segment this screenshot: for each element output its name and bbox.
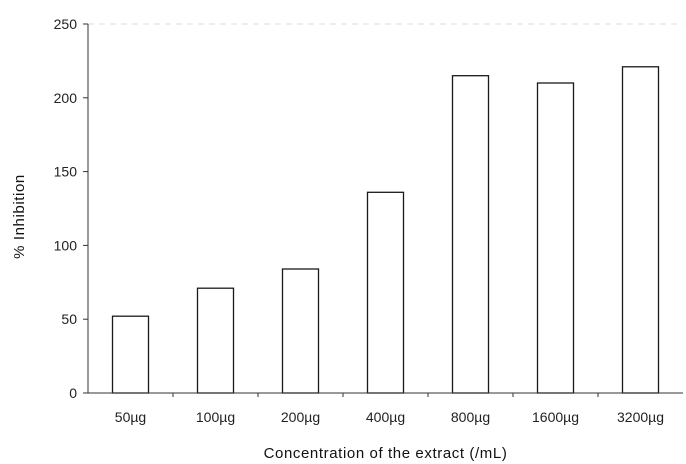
bar-800µg [451,75,490,394]
bar-100µg [196,287,235,394]
y-axis-title: % Inhibition [11,174,28,259]
y-tick-labels: 0 50 100 150 200 250 [54,16,78,401]
y-tick-label: 50 [61,311,77,327]
x-tick-label: 200µg [281,409,320,425]
x-tick-label: 3200µg [617,409,664,425]
bar-1600µg [536,82,575,394]
x-tick-label: 50µg [115,409,146,425]
bar-50µg [111,315,150,394]
x-axis-title: Concentration of the extract (/mL) [264,445,508,462]
y-tick-label: 0 [69,385,77,401]
y-tick-label: 150 [54,164,78,180]
x-tick-label: 100µg [196,409,235,425]
bars-layer [111,66,660,394]
x-tick-label: 400µg [366,409,405,425]
bar-3200µg [621,66,660,394]
bar-200µg [281,268,320,394]
x-tick-labels: 50µg 100µg 200µg 400µg 800µg 1600µg 3200µg [115,409,664,425]
axes-layer [83,23,683,397]
x-tick-label: 800µg [451,409,490,425]
y-tick-label: 200 [54,90,78,106]
y-tick-label: 250 [54,16,78,32]
y-tick-label: 100 [54,237,78,253]
bar-400µg [366,191,405,394]
x-tick-label: 1600µg [532,409,579,425]
